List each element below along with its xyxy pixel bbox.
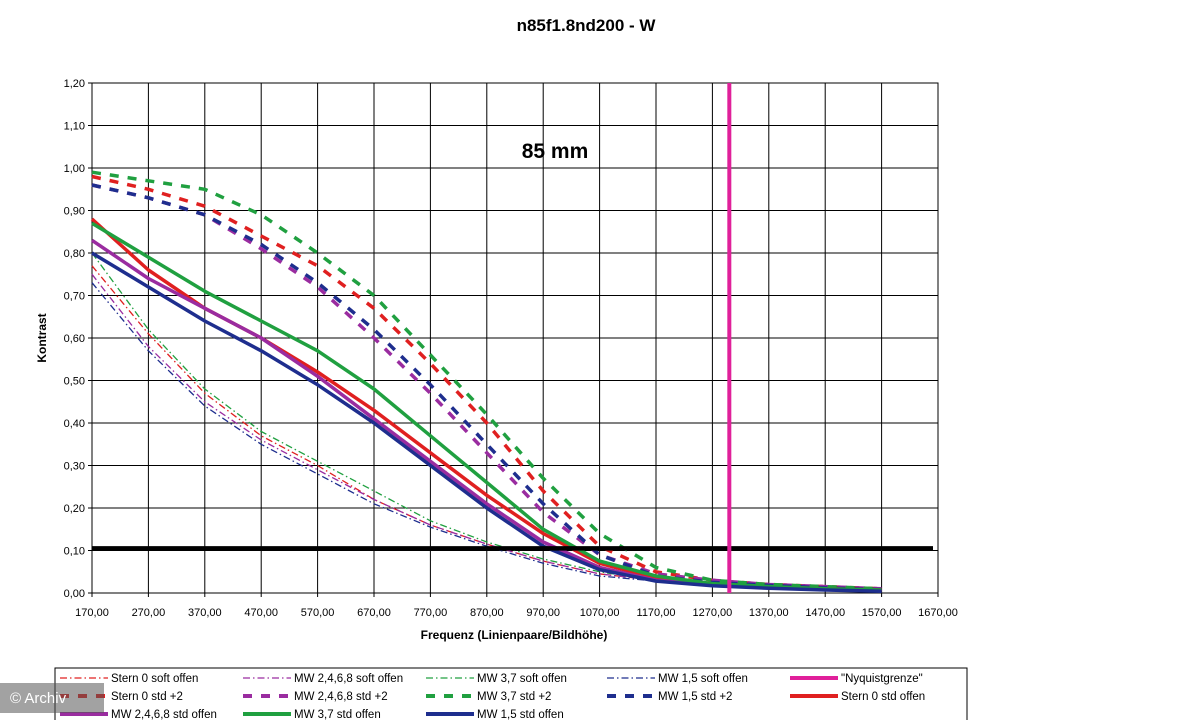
x-tick-label: 470,00	[244, 607, 278, 619]
x-tick-label: 1470,00	[805, 607, 845, 619]
y-tick-label: 0,30	[64, 461, 85, 473]
y-tick-label: 0,60	[64, 333, 85, 345]
watermark-background	[0, 683, 104, 713]
legend-label: Stern 0 std +2	[111, 691, 183, 703]
legend-label: MW 3,7 std offen	[294, 709, 381, 720]
legend-label: Stern 0 std offen	[841, 691, 925, 703]
legend-label: Stern 0 soft offen	[111, 673, 198, 685]
legend-label: MW 2,4,6,8 soft offen	[294, 673, 403, 685]
x-tick-label: 670,00	[357, 607, 391, 619]
series-line-mw-1-5-std-offen	[91, 251, 882, 594]
legend-label: MW 3,7 std +2	[477, 691, 551, 703]
focal-length-annotation: 85 mm	[522, 140, 589, 163]
y-tick-label: 1,00	[64, 163, 85, 175]
x-tick-label: 570,00	[301, 607, 335, 619]
y-tick-label: 0,70	[64, 291, 85, 303]
x-tick-label: 270,00	[132, 607, 166, 619]
x-tick-labels: 170,00 270,00 370,00 470,00 570,00 670,00 770,…	[75, 607, 958, 619]
y-tick-label: 0,90	[64, 206, 85, 218]
y-tick-label: 0,20	[64, 503, 85, 515]
series-line-mw-3-7-soft-offen	[91, 252, 882, 591]
legend-label: MW 1,5 std offen	[477, 709, 564, 720]
x-tick-label: 970,00	[526, 607, 560, 619]
y-tick-label: 0,50	[64, 376, 85, 388]
legend-label: "Nyquistgrenze"	[841, 673, 923, 685]
y-tick-label: 0,10	[64, 546, 85, 558]
x-tick-label: 1070,00	[580, 607, 620, 619]
x-tick-label: 870,00	[470, 607, 504, 619]
legend: Stern 0 soft offen MW 2,4,6,8 soft offen M…	[60, 673, 925, 720]
x-tick-label: 1270,00	[693, 607, 733, 619]
x-tick-label: 770,00	[414, 607, 448, 619]
series-group	[90, 170, 882, 594]
legend-label: MW 3,7 soft offen	[477, 673, 567, 685]
series-line-mw-3-7-std-2	[91, 170, 882, 591]
y-tick-label: 0,40	[64, 418, 85, 430]
legend-label: MW 1,5 soft offen	[658, 673, 748, 685]
x-tick-label: 370,00	[188, 607, 222, 619]
chart-title: n85f1.8nd200 - W	[517, 16, 657, 35]
legend-label: MW 2,4,6,8 std +2	[294, 691, 388, 703]
y-axis-label: Kontrast	[35, 313, 49, 362]
x-tick-label: 1570,00	[862, 607, 902, 619]
x-tick-label: 1670,00	[918, 607, 958, 619]
y-tick-labels: 0,00 0,10 0,20 0,30 0,40 0,50 0,60 0,70 0,80 0,90…	[64, 78, 85, 600]
x-tick-label: 170,00	[75, 607, 109, 619]
watermark-text: © Archiv	[10, 690, 67, 707]
y-tick-label: 0,80	[64, 248, 85, 260]
legend-label: MW 1,5 std +2	[658, 691, 732, 703]
x-tick-label: 1370,00	[749, 607, 789, 619]
legend-label: MW 2,4,6,8 std offen	[111, 709, 217, 720]
x-axis-label: Frequenz (Linienpaare/Bildhöhe)	[421, 628, 608, 642]
series-line-mw-3-7-std-offen	[91, 221, 882, 592]
y-tick-label: 1,10	[64, 121, 85, 133]
y-tick-label: 1,20	[64, 78, 85, 90]
watermark: © Archiv	[0, 683, 104, 713]
x-tick-label: 1170,00	[637, 607, 676, 619]
reference-lines	[92, 83, 933, 593]
y-tick-label: 0,00	[64, 588, 85, 600]
